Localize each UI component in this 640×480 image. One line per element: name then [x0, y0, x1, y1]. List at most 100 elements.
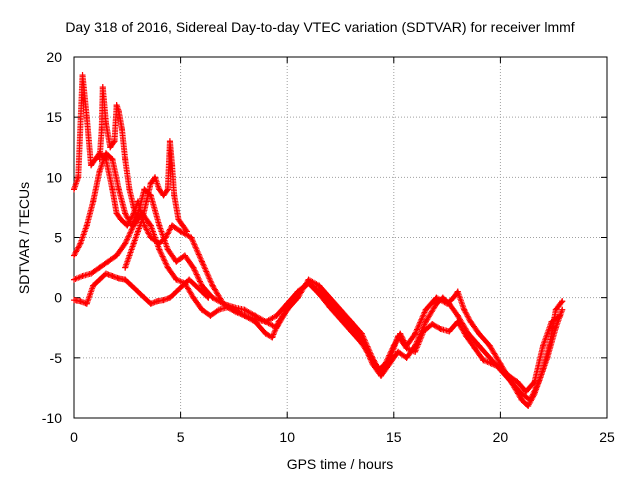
data-point	[115, 186, 122, 193]
data-point	[467, 318, 474, 325]
data-point	[109, 273, 116, 280]
data-point	[181, 252, 188, 259]
data-point	[241, 312, 248, 319]
data-point	[480, 357, 487, 364]
data-point	[166, 294, 173, 301]
data-point	[139, 216, 146, 223]
data-point	[79, 72, 86, 79]
data-point	[422, 306, 429, 313]
data-point	[190, 264, 197, 271]
data-point	[141, 294, 148, 301]
data-point	[476, 330, 483, 337]
data-point	[548, 318, 555, 325]
data-point	[71, 276, 77, 283]
data-point	[147, 222, 154, 229]
data-point	[224, 304, 231, 311]
data-point	[179, 222, 186, 229]
data-point	[450, 294, 457, 301]
y-tick-label: -10	[42, 410, 62, 426]
data-point	[154, 298, 161, 305]
data-point	[83, 114, 90, 121]
data-point	[171, 192, 178, 199]
data-point	[403, 354, 410, 361]
data-point	[143, 198, 150, 205]
data-point	[252, 316, 259, 323]
data-point	[96, 168, 103, 175]
data-point	[395, 333, 402, 340]
data-point	[102, 120, 109, 127]
data-point	[164, 186, 171, 193]
data-point	[326, 304, 333, 311]
data-point	[130, 222, 137, 229]
data-point	[420, 328, 427, 335]
data-point	[198, 258, 205, 265]
data-point	[559, 298, 566, 305]
data-point	[130, 240, 137, 247]
y-tick-label: 20	[46, 49, 62, 65]
data-point	[348, 318, 355, 325]
data-point	[552, 324, 559, 331]
data-point	[77, 298, 84, 305]
data-point	[160, 192, 167, 199]
data-point	[90, 282, 97, 289]
data-point	[109, 156, 116, 163]
data-point	[461, 306, 468, 313]
data-point	[173, 276, 180, 283]
data-point	[126, 186, 133, 193]
data-point	[96, 276, 103, 283]
y-tick-label: 5	[54, 230, 62, 246]
data-point	[77, 240, 84, 247]
grid-lines	[74, 57, 607, 418]
data-point	[471, 345, 478, 352]
data-point	[527, 396, 534, 403]
data-point	[175, 216, 182, 223]
data-point	[207, 312, 214, 319]
data-point	[183, 228, 190, 235]
data-point	[99, 84, 106, 91]
data-point	[122, 156, 129, 163]
series-trace-6	[122, 138, 190, 271]
data-point	[118, 126, 125, 133]
data-point	[192, 282, 199, 289]
data-point	[497, 364, 504, 371]
data-point	[378, 369, 385, 376]
data-point	[284, 300, 291, 307]
data-point	[122, 264, 129, 271]
data-point	[71, 297, 77, 304]
data-point	[486, 342, 493, 349]
data-point	[433, 300, 440, 307]
data-point	[518, 390, 525, 397]
data-point	[439, 294, 446, 301]
y-tick-label: 15	[46, 109, 62, 125]
y-axis-ticks: -10 -5 0 5 10 15 20	[42, 49, 607, 426]
data-point	[173, 258, 180, 265]
y-tick-label: 0	[54, 290, 62, 306]
data-point	[152, 174, 159, 181]
series-markers	[71, 150, 566, 403]
data-point	[505, 372, 512, 379]
data-point	[544, 354, 551, 361]
data-point	[122, 240, 129, 247]
data-point	[446, 328, 453, 335]
x-tick-label: 10	[279, 429, 295, 445]
x-tick-label: 15	[386, 429, 402, 445]
data-point	[128, 282, 135, 289]
data-point	[109, 186, 116, 193]
data-point	[269, 334, 276, 341]
data-point	[294, 288, 301, 295]
data-point	[179, 282, 186, 289]
data-point	[177, 228, 184, 235]
data-point	[412, 330, 419, 337]
data-point	[316, 291, 323, 298]
data-point	[79, 273, 86, 280]
data-point	[486, 354, 493, 361]
data-point	[71, 186, 77, 193]
data-point	[83, 222, 90, 229]
data-point	[96, 156, 103, 163]
data-series	[71, 72, 566, 409]
data-point	[241, 306, 248, 313]
x-tick-label: 20	[493, 429, 509, 445]
data-point	[134, 288, 141, 295]
chart-title: Day 318 of 2016, Sidereal Day-to-day VTE…	[65, 19, 575, 35]
data-point	[111, 138, 118, 145]
